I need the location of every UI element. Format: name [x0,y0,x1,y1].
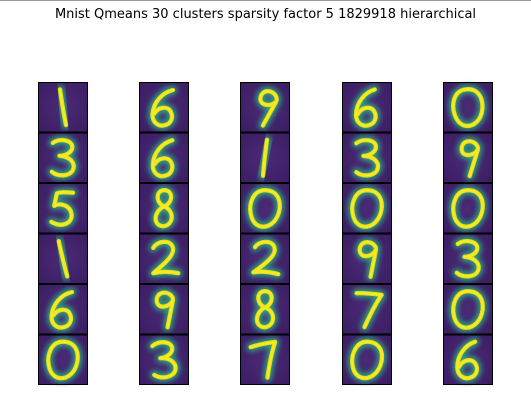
centroid-image [139,233,189,284]
centroid-image-frame [38,82,88,133]
centroid-image [139,82,189,133]
centroid-image-frame [38,183,88,234]
centroid-image-frame [342,82,392,133]
digit-glyph-6 [351,84,381,131]
centroid-image [342,132,392,183]
centroid-image [240,82,290,133]
centroid-image-frame [139,284,189,335]
centroid-image [342,183,392,234]
digit-glyph-1 [54,236,72,282]
centroid-image [38,233,88,284]
centroid-image-frame [443,233,493,284]
centroid-image [38,183,88,234]
digit-glyph-3 [351,135,383,180]
centroid-image [240,233,290,284]
centroid-image-frame [139,82,189,133]
centroid-image [342,233,392,284]
centroid-image [443,183,493,234]
centroid-image-frame [342,284,392,335]
centroid-image-frame [139,183,189,234]
centroid-image [139,284,189,335]
digit-glyph-3 [452,236,484,281]
centroid-image [240,183,290,234]
centroid-image [443,334,493,385]
digit-glyph-7 [245,337,280,383]
centroid-image [342,284,392,335]
centroid-image-frame [443,334,493,385]
digit-glyph-6 [452,337,482,383]
centroid-image-frame [38,284,88,335]
centroid-image-frame [240,132,290,183]
digit-glyph-0 [448,84,488,131]
centroid-image [240,284,290,335]
centroid-image-frame [240,233,290,284]
centroid-image [38,132,88,183]
digit-glyph-5 [46,187,78,230]
centroid-image-frame [38,233,88,284]
centroid-image-frame [443,284,493,335]
centroid-image [38,82,88,133]
centroid-image-frame [443,82,493,133]
centroid-image [342,334,392,385]
digit-glyph-7 [351,288,387,332]
centroid-image [443,233,493,284]
digit-glyph-1 [55,84,71,130]
window-top-border [0,0,531,1]
digit-glyph-9 [355,237,381,282]
digit-glyph-8 [151,185,177,231]
digit-glyph-8 [252,286,278,332]
centroid-image-frame [443,132,493,183]
centroid-image-frame [342,233,392,284]
centroid-image-frame [139,132,189,183]
digit-glyph-3 [47,135,79,180]
centroid-image-frame [240,82,290,133]
centroid-image-frame [139,334,189,385]
digit-glyph-6 [46,287,77,333]
digit-glyph-3 [147,337,181,383]
centroid-image [443,284,493,335]
digit-glyph-9 [457,136,483,181]
centroid-image-frame [342,132,392,183]
centroid-image [342,82,392,133]
centroid-image-frame [240,284,290,335]
digit-glyph-9 [255,86,282,131]
centroid-image-frame [342,183,392,234]
centroid-image [139,334,189,385]
centroid-image-frame [240,334,290,385]
digit-glyph-0 [448,286,488,333]
centroid-image [139,183,189,234]
centroid-image-frame [38,334,88,385]
centroid-image [443,132,493,183]
digit-glyph-6 [147,85,178,131]
figure-title: Mnist Qmeans 30 clusters sparsity factor… [54,7,477,22]
centroid-image [240,334,290,385]
digit-glyph-0 [448,185,488,232]
centroid-image [443,82,493,133]
digit-glyph-0 [347,337,387,383]
centroid-image-frame [443,183,493,234]
digit-glyph-9 [152,288,178,332]
digit-glyph-0 [43,337,83,383]
centroid-image-frame [240,183,290,234]
centroid-image-frame [38,132,88,183]
digit-glyph-6 [148,135,178,181]
centroid-image-frame [342,334,392,385]
digit-glyph-0 [245,185,285,232]
digit-glyph-1 [258,135,272,181]
digit-glyph-0 [347,185,387,232]
digit-glyph-2 [248,237,283,279]
centroid-image [38,334,88,385]
centroid-image-frame [139,233,189,284]
digit-glyph-2 [148,237,183,278]
centroid-image [38,284,88,335]
centroid-image [139,132,189,183]
centroid-image [240,132,290,183]
